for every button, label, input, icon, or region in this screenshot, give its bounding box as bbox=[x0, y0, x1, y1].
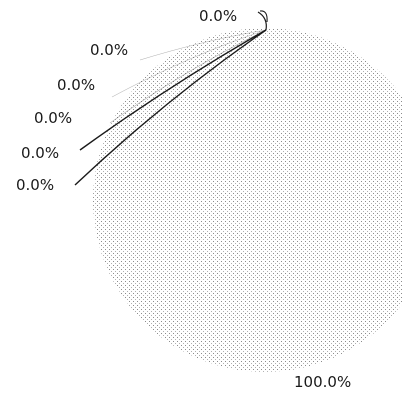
leader-line-3 bbox=[111, 29, 267, 98]
leader-lines bbox=[74, 10, 268, 186]
slice-label-2: 0.0% bbox=[90, 41, 128, 59]
slice-label-7: 100.0% bbox=[294, 373, 351, 391]
slice-label-5: 0.0% bbox=[21, 144, 59, 162]
pie-slice-full bbox=[93, 28, 402, 372]
slice-label-4: 0.0% bbox=[34, 109, 72, 127]
slice-label-1: 0.0% bbox=[199, 7, 237, 25]
slice-label-6: 0.0% bbox=[16, 176, 54, 194]
leader-line-4 bbox=[109, 29, 267, 124]
slice-label-3: 0.0% bbox=[57, 76, 95, 94]
leader-line-2 bbox=[139, 29, 267, 61]
leader-hook bbox=[259, 10, 268, 23]
leader-line-1 bbox=[257, 11, 267, 31]
leader-line-5 bbox=[79, 29, 267, 151]
leader-line-6 bbox=[74, 29, 267, 186]
